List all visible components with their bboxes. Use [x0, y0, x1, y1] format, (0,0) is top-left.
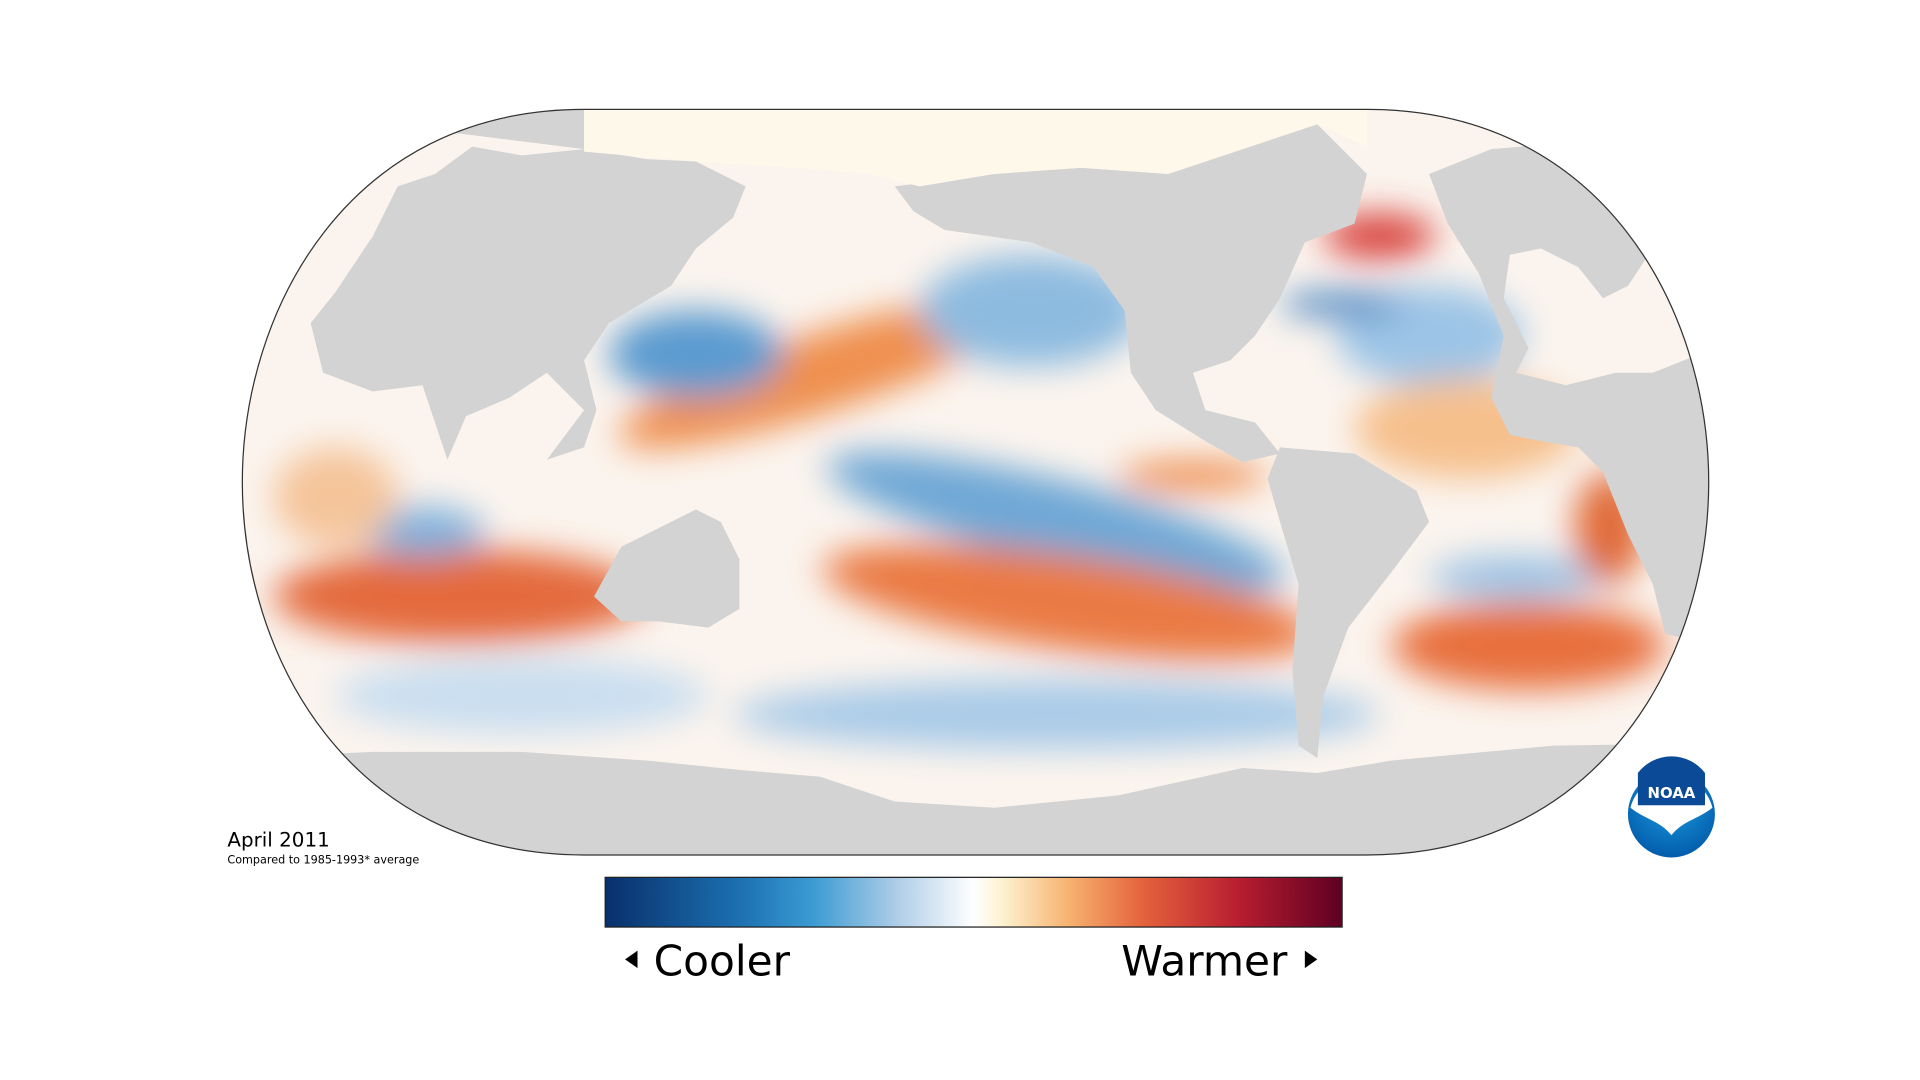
- arctic-ice: [584, 109, 1367, 187]
- map-layer: April 2011 Compared to 1985-1993* averag…: [227, 108, 1715, 986]
- color-scale-bar: [604, 876, 1343, 928]
- map-outline: [241, 108, 1710, 856]
- land: [242, 109, 1709, 855]
- warmer-arrow: [1304, 950, 1318, 969]
- cooler-label: Cooler: [654, 937, 791, 986]
- noaa-text: NOAA: [1648, 784, 1696, 802]
- ocean-anomaly: [242, 109, 1709, 855]
- baseline-note: Compared to 1985-1993* average: [227, 854, 419, 867]
- warmer-label: Warmer: [1121, 937, 1288, 986]
- date-label: April 2011: [227, 828, 329, 851]
- cooler-arrow: [625, 950, 638, 969]
- noaa-logo: NOAA: [1627, 756, 1715, 858]
